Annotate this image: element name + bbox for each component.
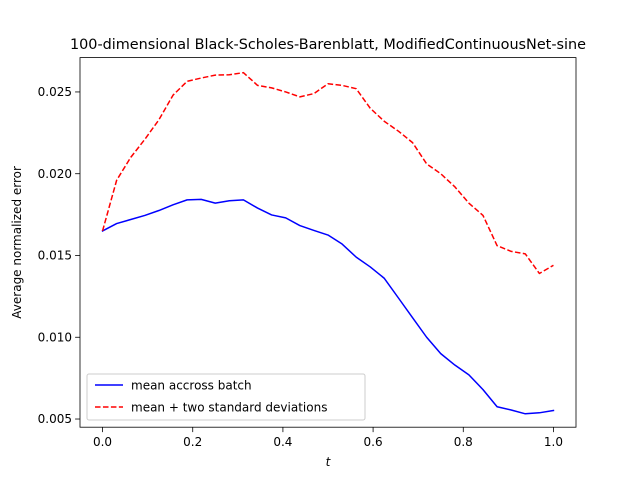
- y-tick-label: 0.010: [38, 330, 72, 344]
- y-tick-label: 0.015: [38, 249, 72, 263]
- legend-label-mean-plus-two-std: mean + two standard deviations: [131, 401, 327, 415]
- y-tick-label: 0.005: [38, 412, 72, 426]
- legend-label-mean: mean accross batch: [131, 379, 252, 393]
- legend: mean accross batch mean + two standard d…: [86, 373, 366, 421]
- x-tick-label: 0.0: [93, 435, 112, 449]
- x-tick-label: 0.4: [273, 435, 292, 449]
- y-tick-label: 0.025: [38, 85, 72, 99]
- y-axis-ticks: 0.005 0.010 0.015 0.020 0.025: [38, 85, 80, 426]
- x-tick-label: 0.8: [454, 435, 473, 449]
- legend-box: [86, 373, 366, 421]
- y-axis-label: Average normalized error: [10, 166, 24, 319]
- series-line-mean: [101, 198, 555, 415]
- series-layer: [101, 71, 555, 415]
- x-tick-label: 0.2: [183, 435, 202, 449]
- plot-area-frame: [79, 57, 577, 428]
- y-tick-label: 0.020: [38, 167, 72, 181]
- x-axis-ticks: 0.0 0.2 0.4 0.6 0.8 1.0: [93, 427, 563, 449]
- chart-title: 100-dimensional Black-Scholes-Barenblatt…: [70, 37, 586, 53]
- x-tick-label: 1.0: [544, 435, 563, 449]
- x-tick-label: 0.6: [364, 435, 383, 449]
- series-line-mean-plus-two-std: [101, 71, 554, 275]
- x-axis-label: t: [326, 455, 332, 469]
